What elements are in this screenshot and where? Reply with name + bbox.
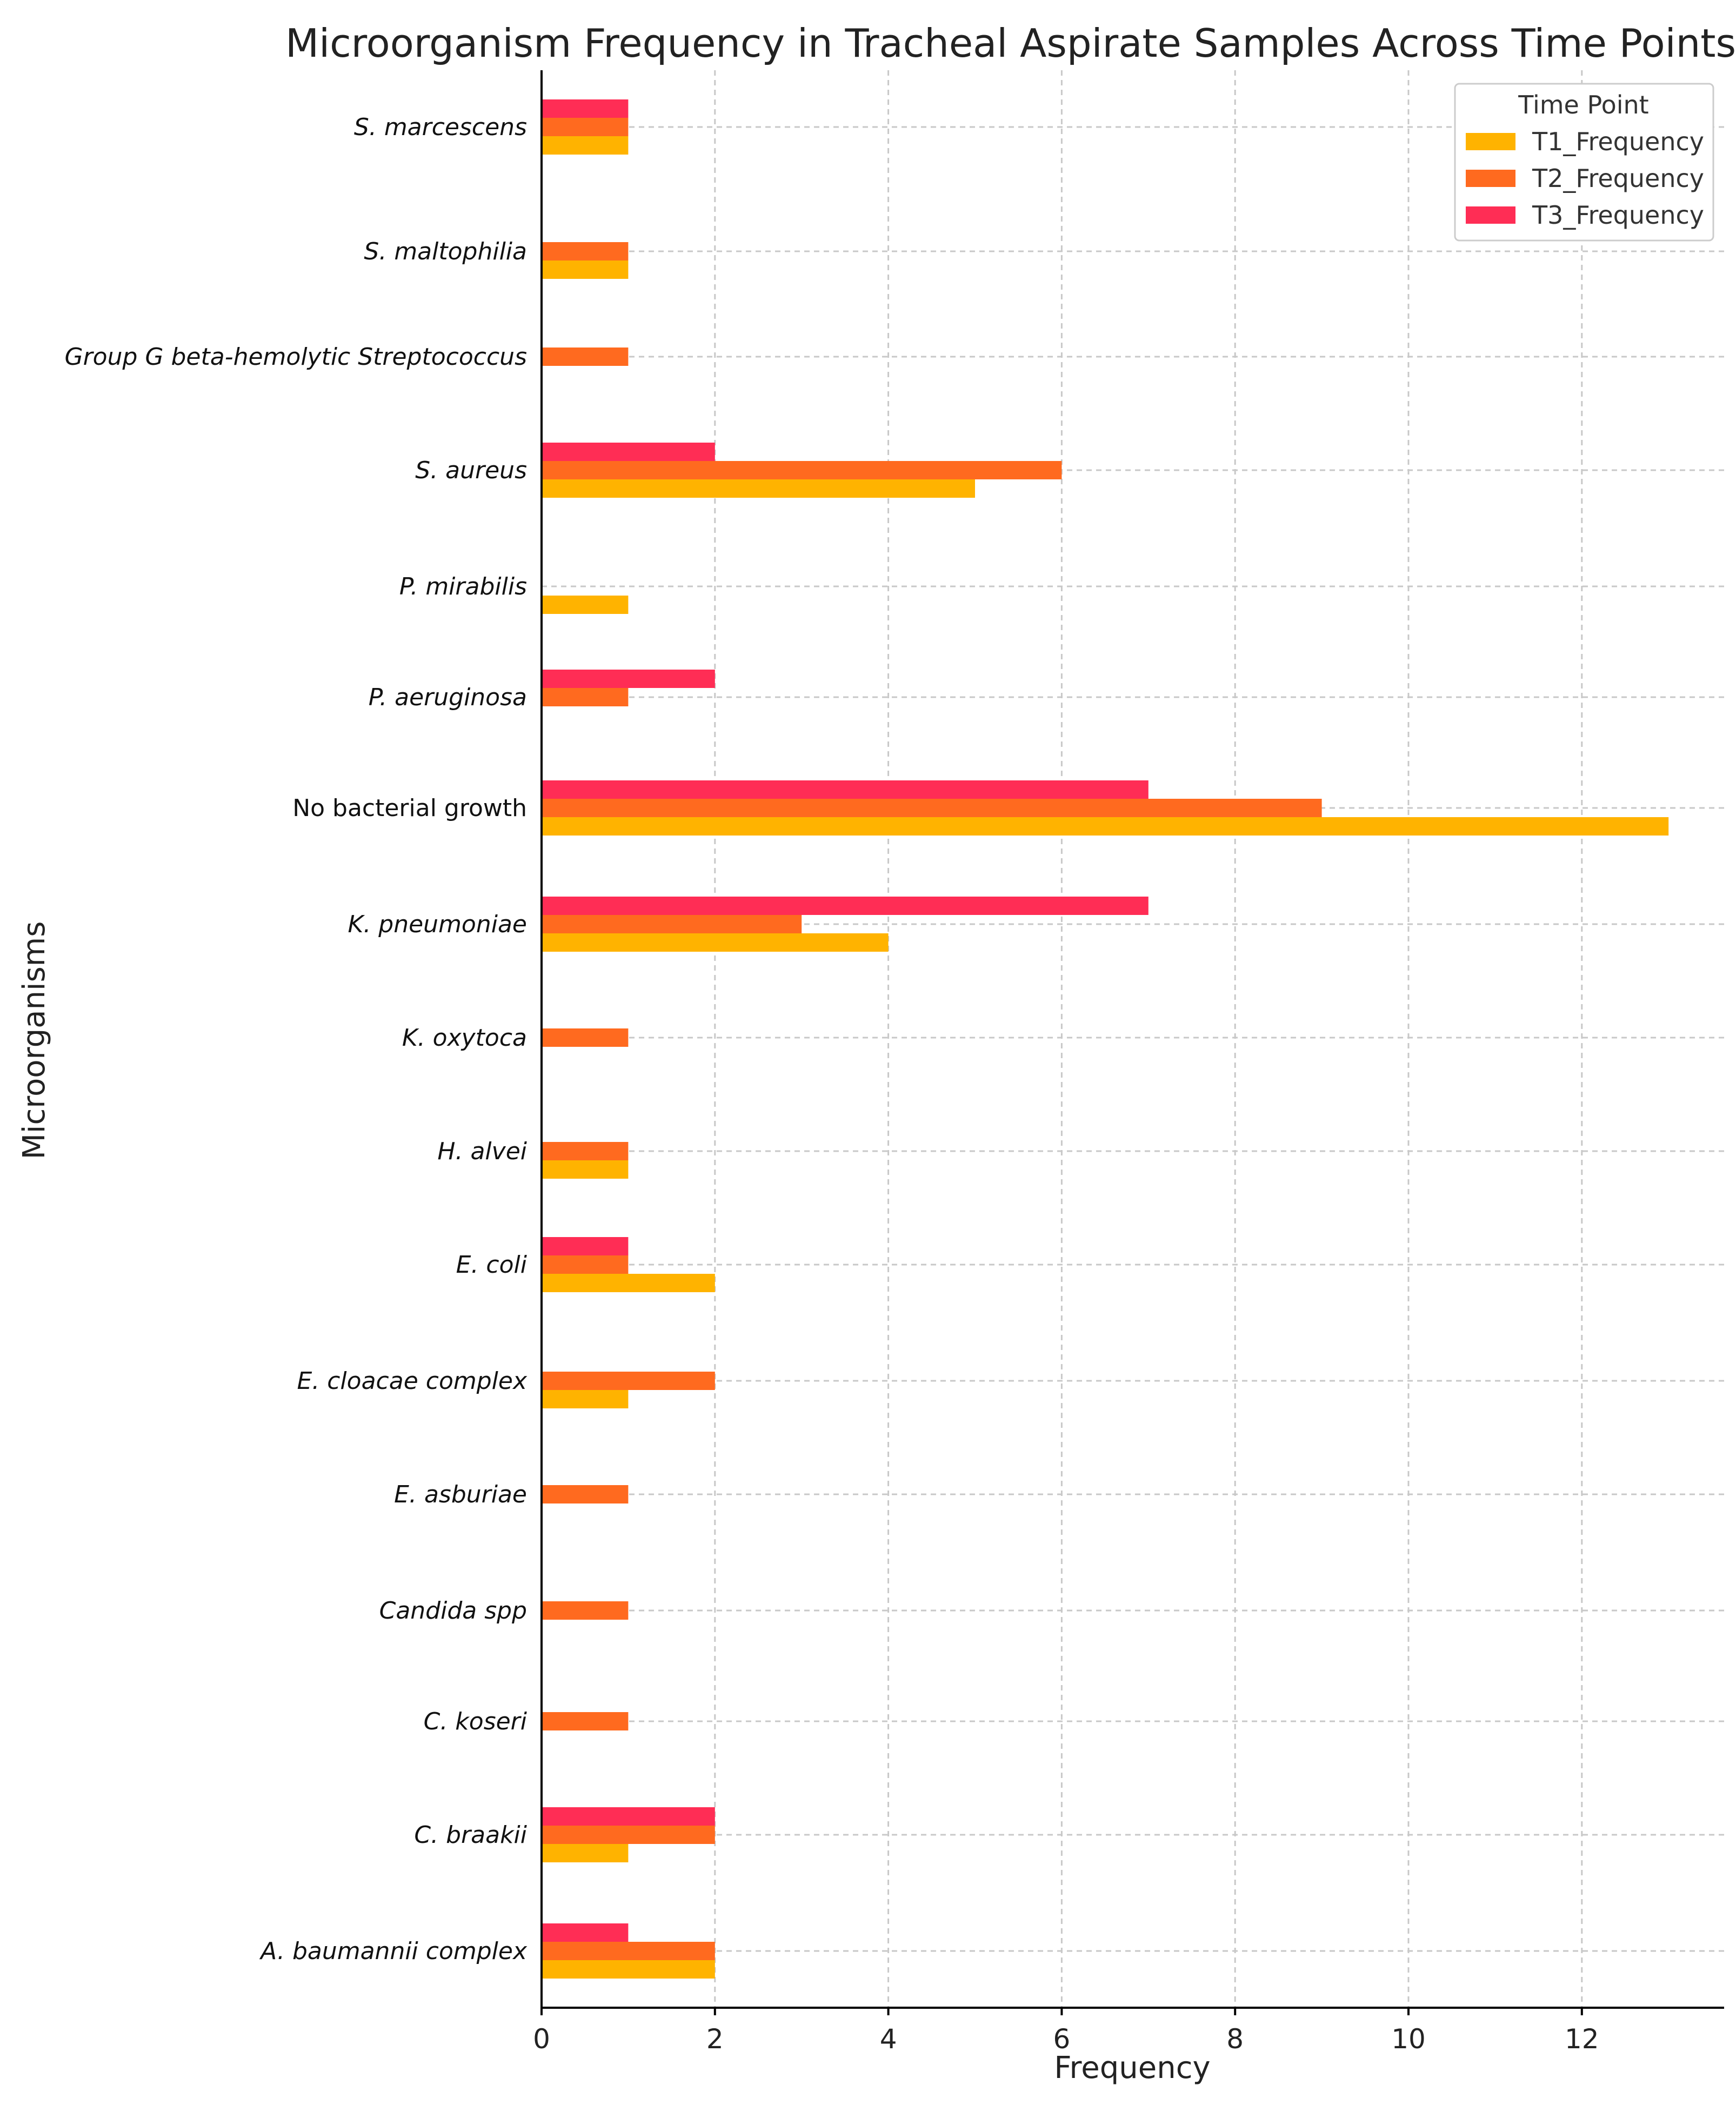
legend-frame (1454, 83, 1714, 242)
legend: Time Point T1_Frequency T2_Frequency T3_Fr… (1454, 83, 1714, 242)
chart-title: Microorganism Frequency in Tracheal Aspi… (285, 21, 1736, 66)
category-label: E. asburiae (394, 1481, 527, 1508)
x-tick-label: 4 (880, 2023, 897, 2055)
bar-t1-frequency (542, 479, 975, 498)
bar-t1-frequency (542, 136, 629, 155)
category-labels: S. marcescens S. maltophilia Group G beta-… (65, 113, 528, 1965)
bar-t1-frequency (542, 1960, 715, 1979)
bar-t2-frequency (542, 1826, 715, 1844)
bar-t3-frequency (542, 1923, 629, 1942)
category-label: K. oxytoca (402, 1024, 527, 1052)
category-label: No bacterial growth (292, 794, 527, 822)
category-label: S. marcescens (354, 113, 527, 141)
grid-layer (542, 70, 1724, 2008)
bar-t1-frequency (542, 933, 889, 952)
bar-t2-frequency (542, 1255, 629, 1274)
x-tick-label: 2 (706, 2023, 724, 2055)
x-tick-label: 10 (1391, 2023, 1426, 2055)
bar-t3-frequency (542, 1807, 715, 1826)
category-label: C. braakii (414, 1821, 527, 1849)
bar-t2-frequency (542, 1942, 715, 1960)
category-label: P. mirabilis (399, 573, 527, 600)
category-label: C. koseri (424, 1708, 528, 1735)
bar-t2-frequency (542, 1601, 629, 1620)
x-tick-label: 8 (1226, 2023, 1244, 2055)
legend-title: Time Point (1518, 90, 1648, 119)
category-label: H. alvei (437, 1138, 527, 1165)
bar-t2-frequency (542, 118, 629, 136)
bar-t3-frequency (542, 443, 715, 461)
category-label: Candida spp (379, 1597, 527, 1625)
category-label: E. coli (456, 1251, 528, 1279)
bar-t2-frequency (542, 1142, 629, 1160)
legend-swatch (1466, 133, 1515, 150)
bar-t3-frequency (542, 670, 715, 688)
bar-t2-frequency (542, 242, 629, 260)
bar-t3-frequency (542, 897, 1149, 915)
y-axis-label: Microorganisms (17, 921, 52, 1160)
legend-swatch (1466, 206, 1515, 224)
bar-t2-frequency (542, 1712, 629, 1730)
bar-t2-frequency (542, 915, 802, 933)
legend-swatch (1466, 170, 1515, 187)
bar-t3-frequency (542, 99, 629, 118)
category-label: K. pneumoniae (348, 911, 527, 938)
bar-t2-frequency (542, 1485, 629, 1503)
x-axis-label: Frequency (1054, 2050, 1210, 2086)
bar-t1-frequency (542, 817, 1669, 836)
x-tick-label: 6 (1053, 2023, 1070, 2055)
bar-t1-frequency (542, 1160, 629, 1179)
bar-t3-frequency (542, 1237, 629, 1255)
bar-t1-frequency (542, 1390, 629, 1408)
bar-t1-frequency (542, 1844, 629, 1862)
category-label: A. baumannii complex (259, 1937, 528, 1965)
x-tick-label: 12 (1565, 2023, 1599, 2055)
legend-label: T1_Frequency (1532, 127, 1704, 156)
bar-t3-frequency (542, 780, 1149, 799)
category-label: E. cloacae complex (297, 1367, 527, 1395)
bar-t2-frequency (542, 799, 1322, 817)
category-label: S. maltophilia (364, 238, 527, 265)
bar-t1-frequency (542, 596, 629, 614)
x-tick-label: 0 (533, 2023, 550, 2055)
bar-t2-frequency (542, 1372, 715, 1390)
bar-t2-frequency (542, 688, 629, 706)
bar-t1-frequency (542, 260, 629, 279)
x-ticks: 0 2 4 6 8 10 12 (533, 2008, 1599, 2055)
category-label: S. aureus (415, 457, 527, 484)
bar-t2-frequency (542, 1028, 629, 1047)
category-label: P. aeruginosa (369, 684, 527, 711)
legend-label: T3_Frequency (1532, 201, 1704, 230)
bar-t2-frequency (542, 461, 1062, 479)
bar-t2-frequency (542, 348, 629, 366)
bar-t1-frequency (542, 1274, 715, 1292)
category-label: Group G beta-hemolytic Streptococcus (65, 343, 528, 371)
bars-layer (542, 99, 1669, 1979)
legend-label: T2_Frequency (1532, 164, 1704, 193)
